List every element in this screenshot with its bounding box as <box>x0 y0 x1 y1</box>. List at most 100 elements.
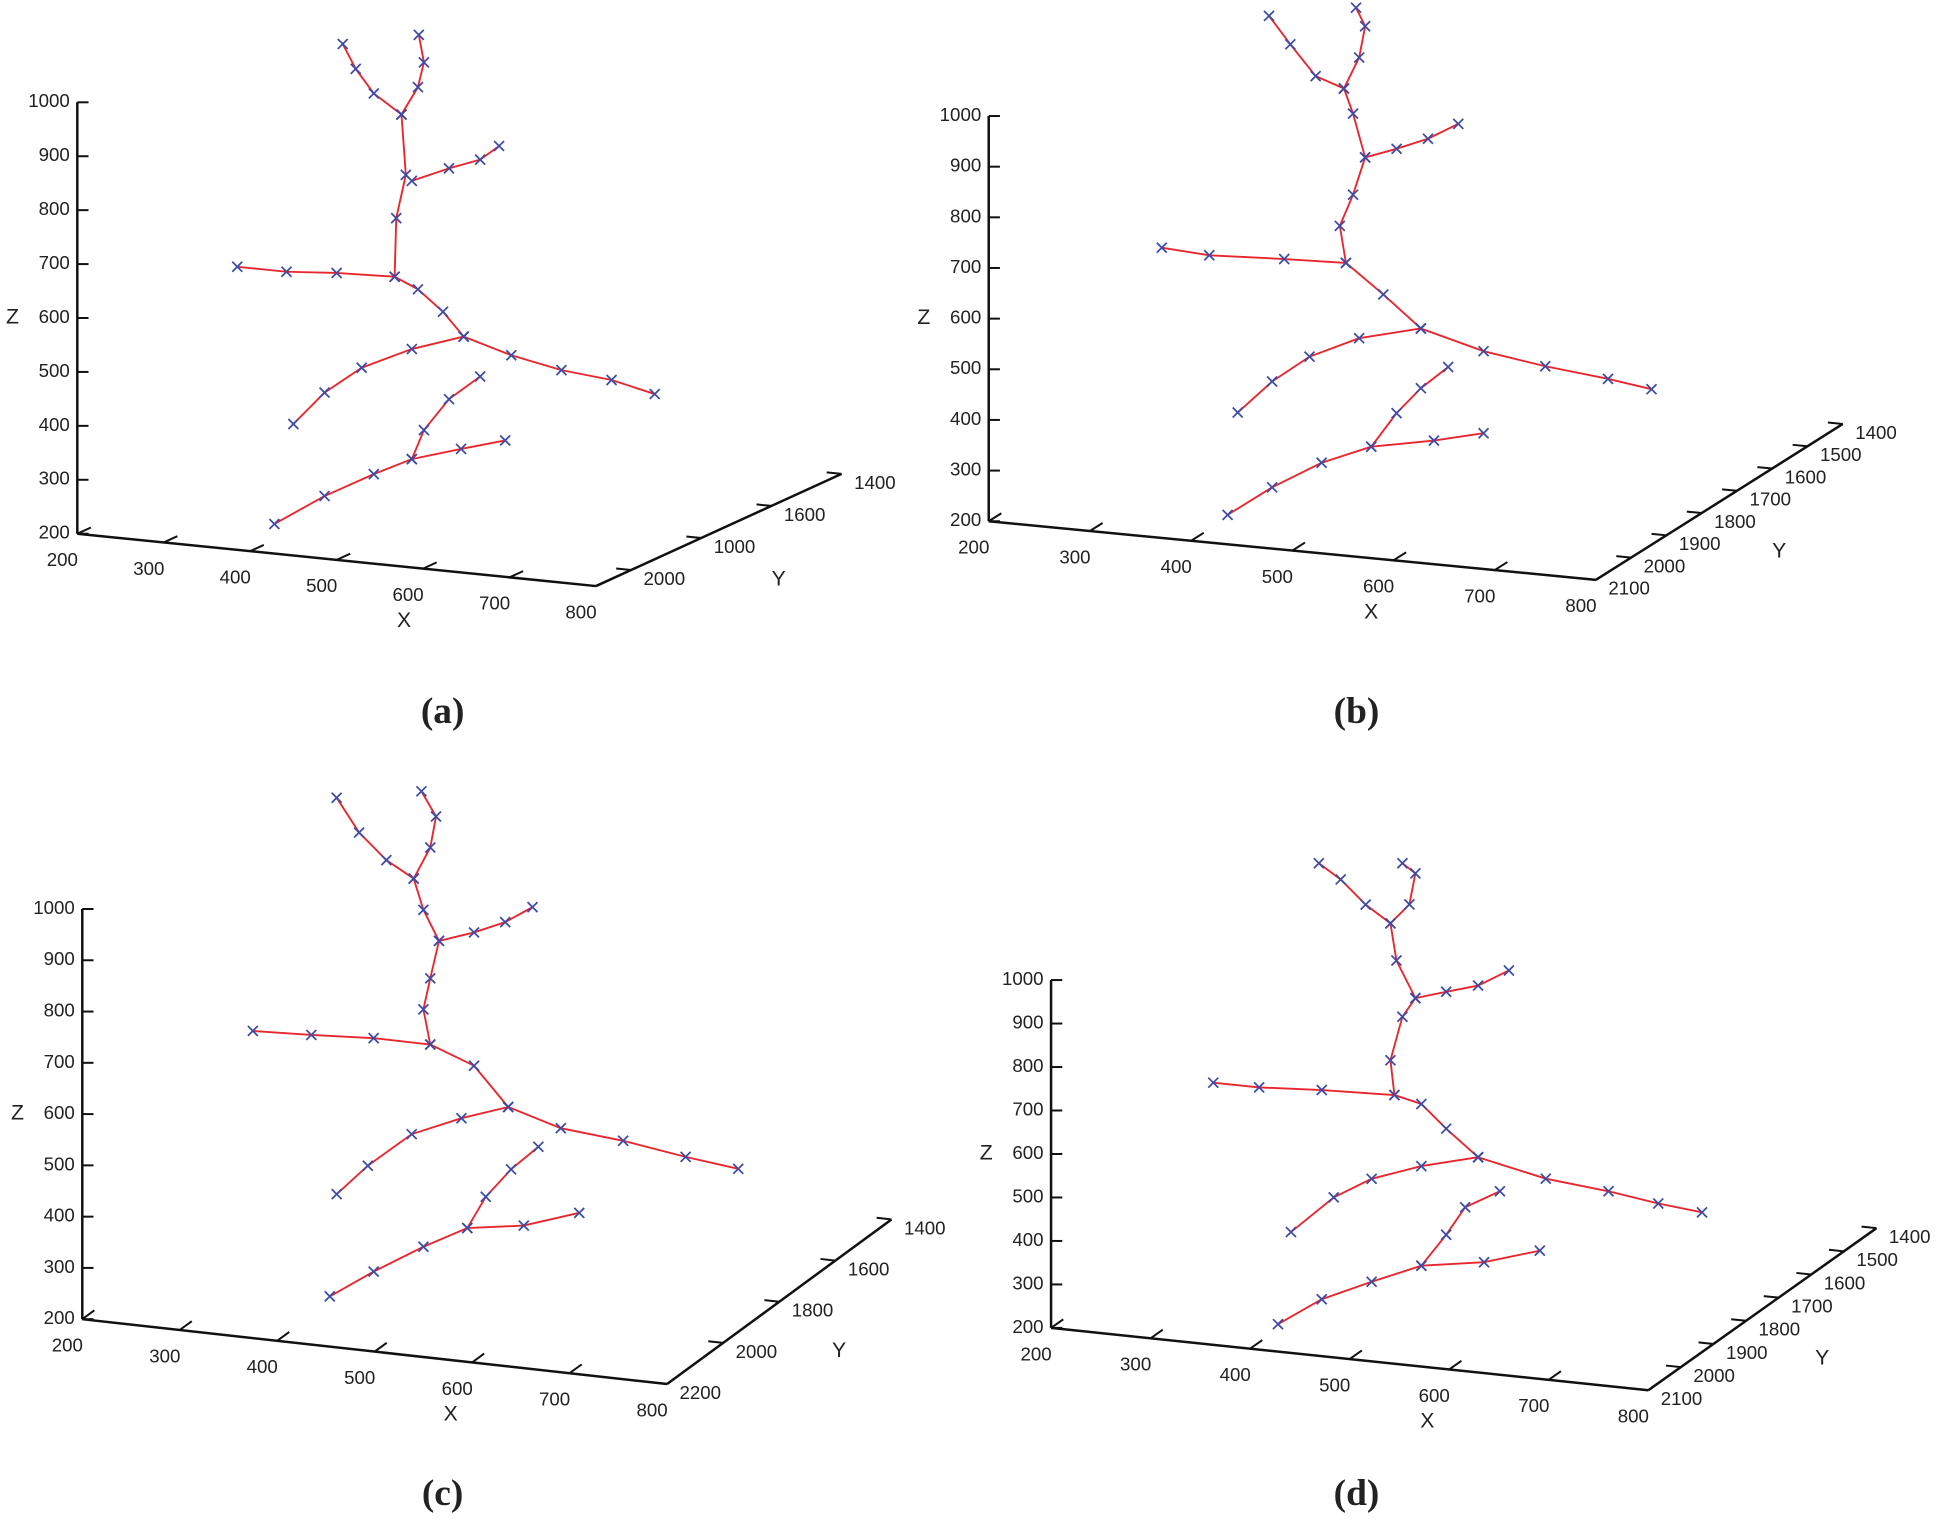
branch-point <box>1428 434 1440 447</box>
y-axis-label: Y <box>832 1339 846 1362</box>
branch-line <box>1420 1190 1501 1267</box>
branch-point <box>1338 82 1350 95</box>
y-tick <box>1792 443 1808 448</box>
branch-point <box>1232 406 1244 419</box>
branch-point <box>1403 898 1415 910</box>
z-tick-label: 400 <box>44 1205 75 1226</box>
branch-point <box>518 1219 530 1232</box>
branch-point <box>1409 992 1421 1004</box>
branch-point <box>430 810 442 823</box>
z-tick-label: 200 <box>39 522 70 543</box>
panel-caption: (b) <box>1334 691 1380 732</box>
x-tick <box>1291 541 1306 552</box>
x-tick-label: 800 <box>565 601 596 622</box>
x-tick-label: 300 <box>1120 1354 1151 1375</box>
y-tick-label: 2000 <box>1644 555 1686 576</box>
z-tick-label: 1000 <box>1002 968 1044 989</box>
x-tick <box>163 535 178 544</box>
branch-point <box>1503 964 1515 977</box>
z-tick-label: 500 <box>39 360 70 381</box>
z-tick-label: 700 <box>39 252 70 273</box>
branch-point <box>1207 1077 1219 1089</box>
x-axis-label: X <box>397 609 411 632</box>
branch-point <box>368 1032 380 1044</box>
branch-point <box>455 1112 468 1124</box>
branch-line <box>292 335 464 425</box>
z-tick-label: 1000 <box>33 897 75 918</box>
x-tick-label: 600 <box>393 584 424 605</box>
branch-line <box>393 114 465 338</box>
y-tick-label: 1800 <box>1714 511 1756 532</box>
branch-point <box>395 108 408 121</box>
x-tick-label: 400 <box>247 1356 278 1377</box>
branch-point <box>474 370 486 383</box>
y-tick <box>1861 1225 1877 1230</box>
branch-line <box>1343 7 1367 89</box>
branch-point <box>1472 979 1484 992</box>
branch-point <box>458 330 470 343</box>
y-tick <box>686 535 702 539</box>
y-tick-label: 1900 <box>1679 533 1721 554</box>
branch-point <box>1478 1256 1490 1268</box>
x-tick <box>249 544 265 553</box>
z-tick-label: 500 <box>950 357 981 378</box>
branch-line <box>1277 1249 1541 1325</box>
branch-point <box>605 374 618 386</box>
branch-point <box>649 388 661 400</box>
branch-line <box>252 1029 431 1046</box>
branch-point <box>1472 1151 1484 1163</box>
branch-point <box>468 926 480 939</box>
z-tick-label: 600 <box>39 306 70 327</box>
branch-point <box>1415 1160 1427 1172</box>
x-tick <box>471 1352 485 1364</box>
branch-point <box>1390 407 1403 419</box>
branch-point <box>1156 242 1168 254</box>
branch-point <box>1303 351 1316 363</box>
z-tick-label: 1000 <box>940 104 982 125</box>
branch-line <box>1415 969 1510 1000</box>
z-tick-label: 200 <box>1012 1316 1043 1337</box>
y-tick <box>876 1216 892 1221</box>
branch-point <box>337 38 349 50</box>
branch-point <box>1347 108 1359 120</box>
y-tick <box>764 1299 780 1303</box>
branch-point <box>380 854 392 866</box>
branch-point <box>1316 1084 1328 1096</box>
branch-point <box>368 468 380 480</box>
branch-point <box>526 901 539 913</box>
y-axis <box>1647 1227 1878 1392</box>
z-tick-label: 700 <box>44 1051 75 1072</box>
y-tick <box>1665 1364 1681 1369</box>
y-tick <box>1633 1387 1649 1392</box>
x-tick <box>666 1374 680 1385</box>
branch-point <box>1415 1098 1427 1110</box>
branch-point <box>424 972 436 984</box>
branch-line <box>237 265 395 278</box>
y-tick-label: 2000 <box>736 1341 778 1362</box>
branch-point <box>406 175 418 187</box>
branch-point <box>1494 1185 1506 1197</box>
x-tick-label: 800 <box>1565 595 1596 616</box>
branch-line <box>1213 1081 1395 1096</box>
y-tick-label: 1700 <box>1749 489 1791 510</box>
branch-line <box>400 34 425 116</box>
branch-point <box>468 1060 480 1072</box>
branch-line <box>1370 366 1449 448</box>
z-tick-label: 900 <box>39 144 70 165</box>
x-tick-label: 400 <box>1220 1364 1251 1385</box>
branch-point <box>418 56 430 69</box>
y-tick-label: 1400 <box>854 472 896 493</box>
branch-point <box>1203 249 1215 261</box>
branch-line <box>1477 1156 1703 1214</box>
branch-point <box>1440 1123 1452 1135</box>
branch-point <box>1334 220 1346 232</box>
x-tick-label: 700 <box>1518 1395 1549 1416</box>
branch-point <box>247 1025 259 1037</box>
branch-point <box>1384 917 1397 929</box>
x-tick-label: 500 <box>1262 566 1293 587</box>
branch-point <box>1377 288 1389 301</box>
x-tick-label: 700 <box>479 593 510 614</box>
x-tick <box>179 1320 193 1331</box>
x-tick-label: 700 <box>1464 585 1495 606</box>
